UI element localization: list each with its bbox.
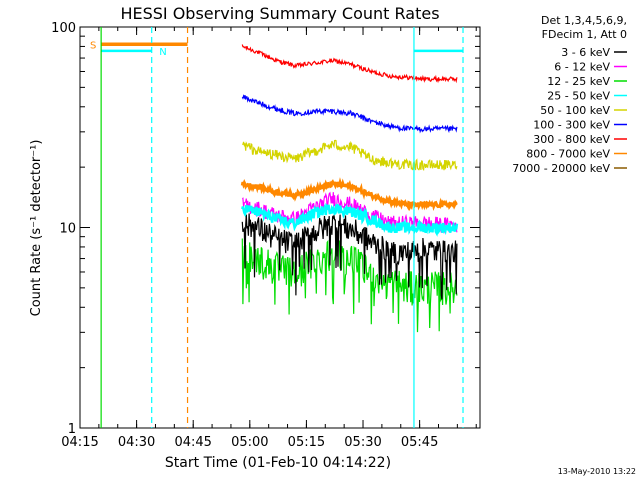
annotation-n: N [159,47,166,58]
x-tick-label-2: 04:45 [174,435,211,450]
legend-label-6: 300 - 800 keV [533,133,610,146]
legend-label-1: 6 - 12 keV [554,61,610,74]
legend-label-3: 25 - 50 keV [547,90,610,103]
legend: Det 1,3,4,5,6,9, FDecim 1, Att 0 3 - 6 k… [512,14,627,175]
x-tick-label-0: 04:15 [61,435,98,450]
series-line-0 [241,213,458,300]
y-tick-label-1: 10 [59,222,76,237]
series-line-4 [242,139,458,172]
x-tick-label-3: 05:00 [231,435,268,450]
series-line-2 [241,238,458,333]
x-tick-label-1: 04:30 [118,435,155,450]
chart-title: HESSI Observing Summary Count Rates [120,4,439,23]
series-line-3 [241,203,459,237]
x-axis-label: Start Time (01-Feb-10 04:14:22) [165,455,391,471]
legend-label-0: 3 - 6 keV [561,46,610,59]
annotation-s: S [90,40,96,51]
legend-header-line-2: FDecim 1, Att 0 [542,28,627,41]
footer-timestamp: 13-May-2010 13:22 [558,467,636,476]
x-tick-label-5: 05:30 [344,435,381,450]
x-tick-label-4: 05:15 [288,435,325,450]
x-tick-label-6: 05:45 [401,435,438,450]
series-line-5 [241,94,458,134]
y-axis-label: Count Rate (s⁻¹ detector⁻¹) [29,140,44,317]
y-tick-label-0: 1 [68,422,76,437]
data-layer: SN [90,27,464,428]
y-tick-label-2: 100 [51,21,76,36]
legend-label-8: 7000 - 20000 keV [512,162,610,175]
legend-label-7: 800 - 7000 keV [526,148,610,161]
legend-label-4: 50 - 100 keV [540,104,610,117]
legend-label-5: 100 - 300 keV [533,119,610,132]
series-line-7 [240,177,458,212]
series-line-6 [241,44,458,84]
legend-label-2: 12 - 25 keV [547,75,610,88]
axis-layer: 04:15 04:30 04:45 05:00 05:15 05:30 05:45 1 10 10… [51,21,480,450]
legend-header-line-1: Det 1,3,4,5,6,9, [541,14,627,27]
